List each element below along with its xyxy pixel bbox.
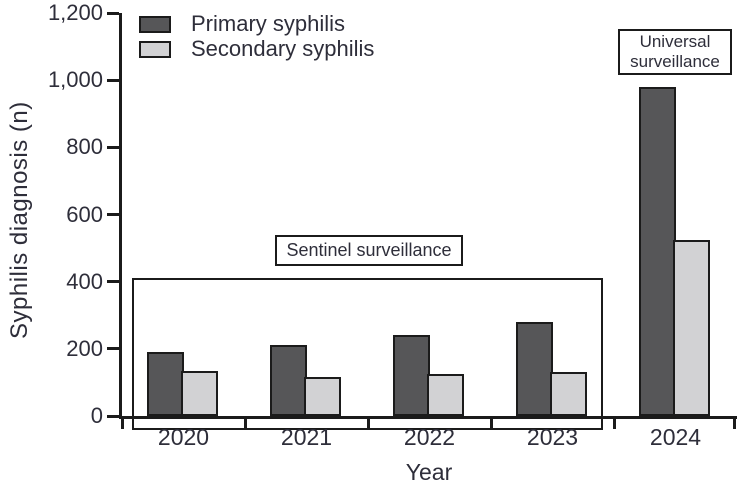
y-axis-tick [107, 347, 119, 351]
bar-secondary-2021 [304, 377, 341, 416]
x-axis-title: Year [405, 459, 453, 485]
x-axis-tick-label-2023: 2023 [526, 424, 579, 450]
bar-group-2023: 2023 [491, 13, 614, 450]
x-axis-tick [612, 416, 616, 429]
bar-primary-2020 [146, 352, 184, 416]
bar-primary-2023 [515, 322, 553, 416]
bar-secondary-2024 [673, 240, 710, 416]
bar-group-2021: 2021 [245, 13, 368, 450]
bar-group-2024: 2024 [614, 13, 737, 450]
legend-item-secondary-syphilis: Secondary syphilis [139, 36, 375, 61]
y-axis-tick [107, 414, 119, 418]
universal-surveillance-annotation: Universal surveillance [618, 29, 732, 75]
x-axis-tick-label-2021: 2021 [280, 424, 333, 450]
bar-secondary-2022 [427, 374, 464, 416]
x-axis-tick-label-2024: 2024 [649, 424, 702, 450]
y-axis-tick-label: 600 [66, 201, 103, 227]
sentinel-surveillance-annotation: Sentinel surveillance [275, 235, 463, 266]
x-axis-tick [120, 416, 124, 429]
y-axis-tick-label: 200 [66, 335, 103, 361]
legend-label-primary-syphilis: Primary syphilis [191, 11, 346, 36]
legend-label-secondary-syphilis: Secondary syphilis [191, 36, 375, 61]
bar-secondary-2020 [181, 371, 218, 416]
bar-secondary-2023 [550, 372, 587, 416]
plot-area: Primary syphilis Secondary syphilis Sent… [48, 0, 737, 450]
y-axis-tick-label: 1,000 [47, 67, 103, 93]
y-axis-tick [107, 213, 119, 216]
x-axis-tick-label-2022: 2022 [403, 424, 456, 450]
legend-swatch-primary-syphilis-icon [139, 15, 171, 33]
y-axis-tick-label: 800 [66, 134, 103, 160]
legend-swatch-secondary-syphilis-icon [139, 40, 171, 58]
x-axis-tick-label-2020: 2020 [157, 424, 210, 450]
y-axis-tick [107, 78, 119, 82]
x-axis-tick [243, 416, 247, 429]
y-axis-tick [107, 280, 119, 284]
legend: Primary syphilis Secondary syphilis [139, 11, 375, 65]
legend-item-primary-syphilis: Primary syphilis [139, 11, 374, 36]
y-axis-tick-label: 0 [90, 403, 103, 428]
bar-primary-2021 [269, 345, 307, 416]
sentinel-surveillance-outline [132, 278, 603, 430]
y-axis-tick [107, 11, 119, 15]
bar-primary-2024 [638, 87, 676, 416]
x-axis-tick [732, 416, 736, 429]
bar-group-2020: 2020 [122, 13, 245, 450]
bar-primary-2022 [392, 335, 430, 416]
y-axis-tick-label: 1,200 [47, 0, 103, 25]
x-axis-tick [366, 416, 370, 429]
x-axis-tick [489, 416, 493, 429]
y-axis-tick [107, 145, 119, 149]
y-axis-tick-label: 400 [66, 268, 103, 294]
bar-group-2022: 2022 [368, 13, 491, 450]
